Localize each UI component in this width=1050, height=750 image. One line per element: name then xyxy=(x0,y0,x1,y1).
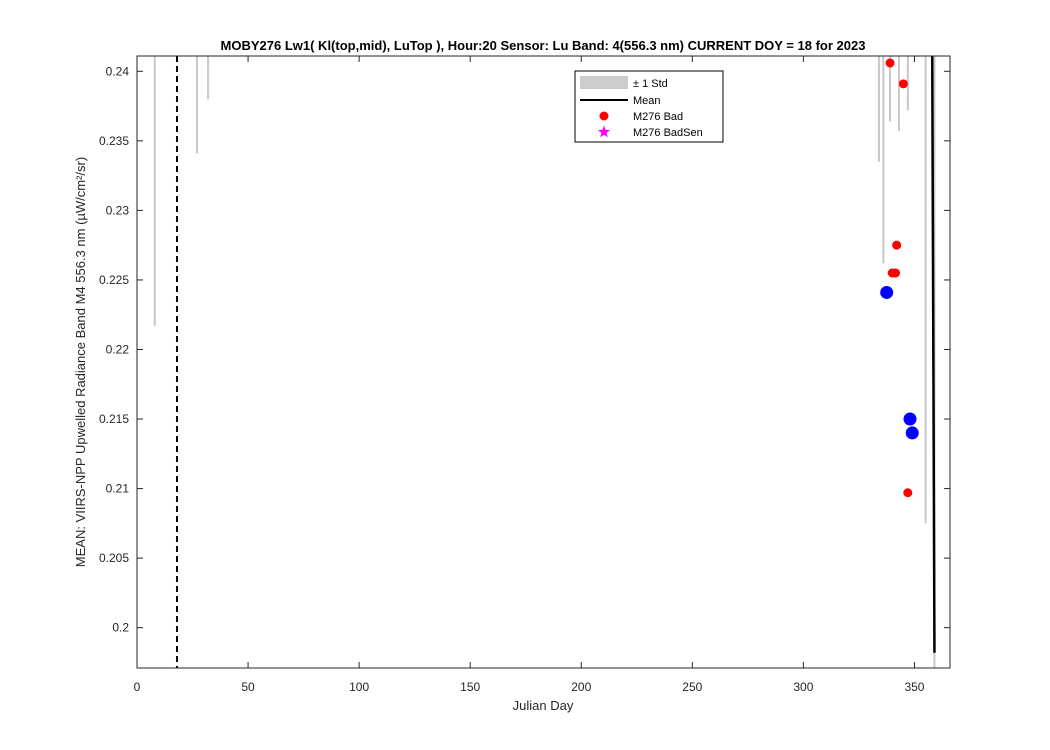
y-tick-label-4: 0.22 xyxy=(106,342,130,356)
legend-badsen-marker xyxy=(597,125,611,138)
x-tick-label-1: 50 xyxy=(241,680,255,694)
mean-layer xyxy=(930,55,936,653)
x-tick-label-0: 0 xyxy=(134,680,141,694)
x-tick-label-7: 350 xyxy=(904,680,924,694)
data-point-s1-2 xyxy=(905,426,919,440)
data-point-s1-0 xyxy=(880,285,894,299)
y-axis: 0.2 0.205 0.21 0.215 0.22 0.225 0.23 0.235 0.24 xyxy=(99,64,950,635)
data-point-s0-1 xyxy=(898,79,908,89)
data-point-s0-2 xyxy=(892,240,902,250)
legend: ± 1 Std Mean M276 Bad M276 BadSen xyxy=(574,70,724,143)
data-point-s0-5 xyxy=(903,488,913,498)
x-tick-label-6: 300 xyxy=(793,680,813,694)
legend-mean-label: Mean xyxy=(633,95,661,107)
legend-bad-marker xyxy=(599,111,609,121)
x-tick-label-3: 150 xyxy=(460,680,480,694)
x-tick-label-2: 100 xyxy=(349,680,369,694)
legend-std-swatch xyxy=(580,76,628,89)
x-axis: 0 50 100 150 200 250 300 350 xyxy=(134,56,925,694)
y-tick-label-1: 0.205 xyxy=(99,551,129,565)
y-tick-label-6: 0.23 xyxy=(106,203,130,217)
data-point-s0-4 xyxy=(891,268,901,278)
data-point-s1-1 xyxy=(903,412,917,426)
plot-frame xyxy=(136,55,951,669)
y-tick-label-3: 0.215 xyxy=(99,412,129,426)
legend-bad-label: M276 Bad xyxy=(633,111,683,123)
y-tick-label-2: 0.21 xyxy=(106,482,130,496)
legend-badsen-label: M276 BadSen xyxy=(633,127,703,139)
y-tick-label-8: 0.24 xyxy=(106,64,130,78)
chart-title: MOBY276 Lw1( Kl(top,mid), LuTop ), Hour:… xyxy=(221,38,866,53)
legend-std-label: ± 1 Std xyxy=(633,78,668,90)
x-tick-label-5: 250 xyxy=(682,680,702,694)
y-tick-label-0: 0.2 xyxy=(112,621,129,635)
data-point-s0-0 xyxy=(885,58,895,68)
x-tick-label-4: 200 xyxy=(571,680,591,694)
x-axis-label: Julian Day xyxy=(513,698,574,713)
y-tick-label-7: 0.235 xyxy=(99,134,129,148)
points-layer xyxy=(880,58,919,498)
y-tick-label-5: 0.225 xyxy=(99,273,129,287)
mean-line xyxy=(930,55,936,653)
y-axis-label: MEAN: VIIRS-NPP Upwelled Radiance Band M… xyxy=(73,157,88,567)
